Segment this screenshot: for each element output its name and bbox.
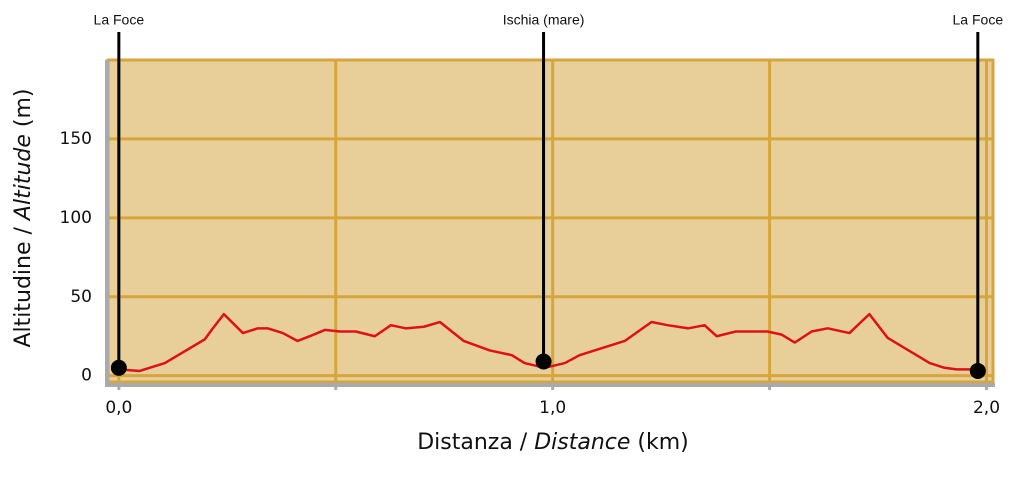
- profile-line: [118, 312, 980, 373]
- x-tick-label: 1,0: [539, 398, 566, 418]
- x-tick-label: 2,0: [973, 398, 1000, 418]
- y-tick-label: 50: [70, 287, 92, 307]
- marker-label: Ischia (mare): [503, 12, 585, 28]
- y-title-part: Altitude: [11, 134, 36, 222]
- x-title-part: Distanza /: [417, 430, 534, 455]
- marker-dot: [969, 362, 986, 379]
- y-tick-label: 0: [81, 366, 92, 386]
- x-tick-label: 0,0: [105, 398, 132, 418]
- y-axis-title: Altitudine / Altitude (m): [11, 88, 36, 347]
- y-tick-label: 100: [60, 208, 92, 228]
- marker-label: La Foce: [94, 12, 145, 28]
- marker-label: La Foce: [953, 12, 1004, 28]
- y-tick-label: 150: [60, 129, 92, 149]
- plot-background: [106, 58, 995, 384]
- y-title-part: Altitudine /: [11, 220, 36, 347]
- x-axis-title: Distanza / Distance (km): [417, 430, 689, 455]
- marker-dot: [110, 359, 127, 376]
- x-title-part: Distance: [534, 430, 630, 455]
- y-title-part: (m): [11, 88, 36, 134]
- marker-dot: [535, 353, 552, 370]
- x-title-part: (km): [630, 430, 688, 455]
